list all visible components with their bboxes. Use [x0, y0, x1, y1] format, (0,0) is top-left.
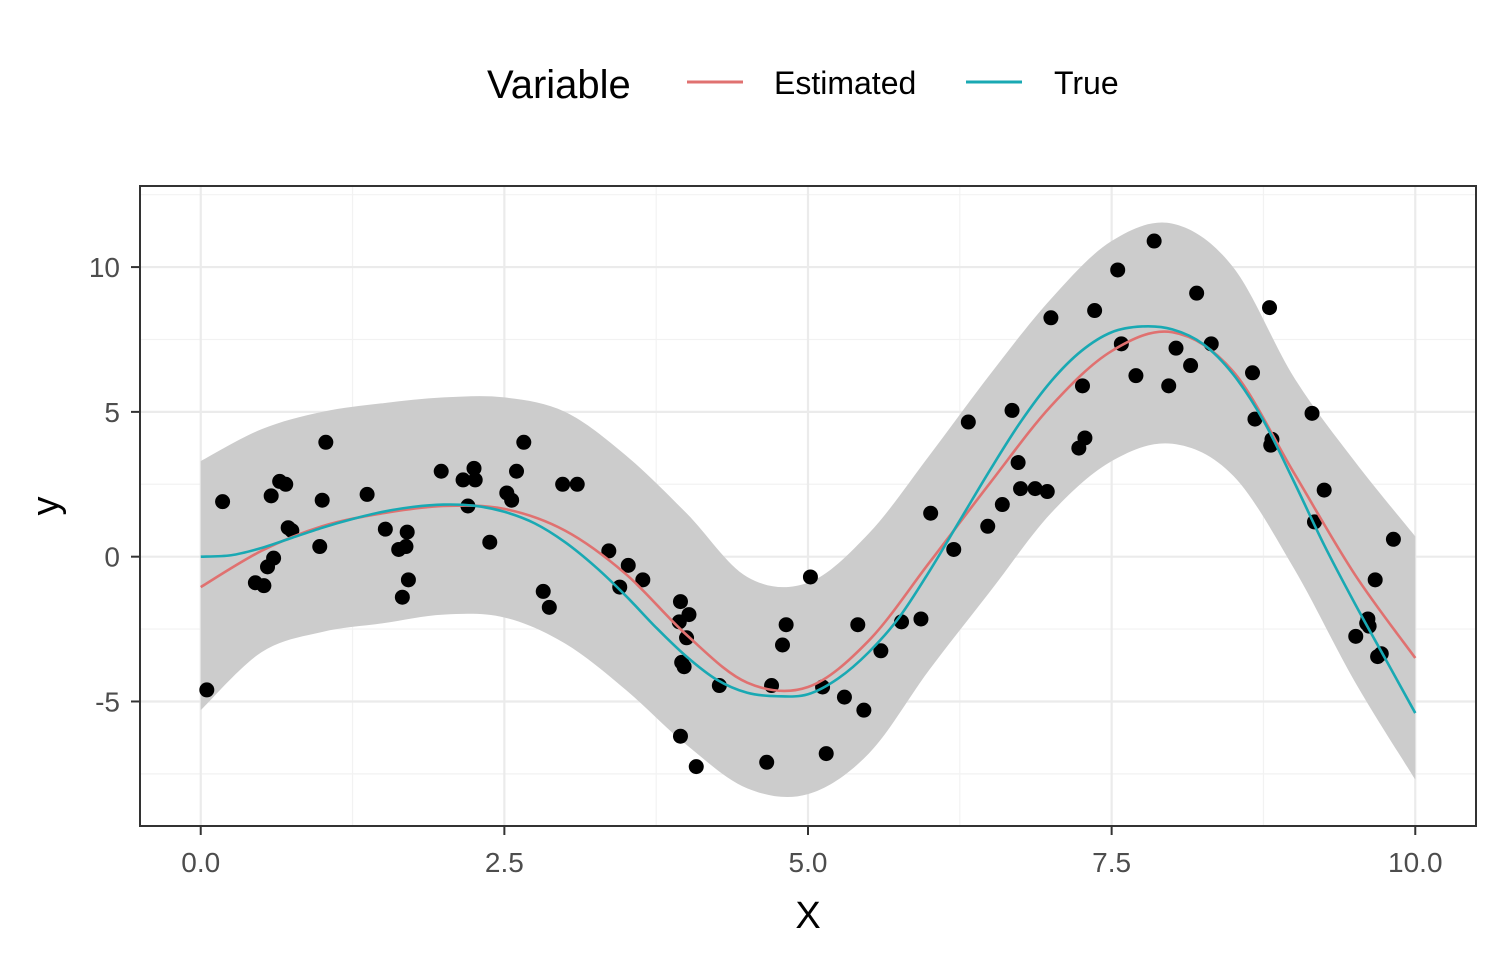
data-point — [318, 434, 334, 450]
data-point — [1039, 484, 1055, 500]
data-point — [1128, 368, 1144, 384]
data-point — [1316, 482, 1332, 498]
data-point — [774, 637, 790, 653]
true-line — [200, 324, 1417, 714]
data-point — [873, 643, 889, 659]
data-point — [1247, 411, 1263, 427]
data-point — [467, 472, 483, 488]
legend-label-true: True — [1054, 65, 1119, 101]
data-point — [759, 754, 775, 770]
data-point — [1110, 262, 1126, 278]
data-point — [516, 434, 532, 450]
data-point — [1004, 402, 1020, 418]
data-point — [1245, 365, 1261, 381]
x-axis-title: X — [795, 895, 820, 937]
y-axis: -5 0 5 10 — [89, 252, 140, 717]
y-tick-label: 5 — [104, 397, 120, 428]
data-point — [681, 607, 697, 623]
x-tick-label: 5.0 — [789, 847, 828, 878]
data-point — [535, 583, 551, 599]
data-point — [1077, 430, 1093, 446]
legend-label-estimated: Estimated — [774, 65, 916, 101]
data-point — [509, 463, 525, 479]
data-point — [778, 617, 794, 633]
data-point — [620, 557, 636, 573]
y-tick-label: -5 — [95, 686, 120, 717]
x-tick-label: 2.5 — [485, 847, 524, 878]
data-point — [960, 414, 976, 430]
data-point — [946, 541, 962, 557]
data-point — [923, 505, 939, 521]
data-point — [394, 589, 410, 605]
data-point — [672, 728, 688, 744]
legend: Variable Estimated True — [487, 63, 1119, 107]
data-point — [980, 518, 996, 534]
x-tick-label: 7.5 — [1092, 847, 1131, 878]
data-point — [1074, 378, 1090, 394]
data-point — [856, 702, 872, 718]
data-point — [913, 611, 929, 627]
x-tick-label: 10.0 — [1388, 847, 1443, 878]
y-axis-title: y — [25, 497, 67, 516]
data-point — [455, 472, 471, 488]
data-point — [1367, 572, 1383, 588]
data-point — [836, 689, 852, 705]
data-point — [433, 463, 449, 479]
data-point — [1262, 300, 1278, 316]
data-point — [679, 630, 695, 646]
data-point — [818, 746, 834, 762]
confidence-band — [200, 222, 1416, 798]
data-points — [199, 233, 1401, 775]
data-point — [398, 539, 414, 555]
data-point — [1385, 531, 1401, 547]
data-point — [359, 486, 375, 502]
data-point — [399, 524, 415, 540]
data-point — [314, 492, 330, 508]
data-point — [635, 572, 651, 588]
plot-panel — [139, 185, 1477, 827]
data-point — [601, 543, 617, 559]
data-point — [850, 617, 866, 633]
data-point — [541, 599, 557, 615]
data-point — [263, 488, 279, 504]
data-point — [1348, 628, 1364, 644]
data-point — [555, 476, 571, 492]
data-point — [1043, 310, 1059, 326]
data-point — [312, 539, 328, 555]
data-point — [802, 569, 818, 585]
data-point — [1027, 481, 1043, 497]
y-tick-label: 0 — [104, 542, 120, 573]
data-point — [199, 682, 215, 698]
data-point — [1304, 405, 1320, 421]
data-point — [504, 492, 520, 508]
x-axis: 0.0 2.5 5.0 7.5 10.0 — [181, 826, 1443, 878]
data-point — [278, 476, 294, 492]
x-tick-label: 0.0 — [181, 847, 220, 878]
data-point — [466, 460, 482, 476]
data-point — [215, 494, 231, 510]
data-point — [1161, 378, 1177, 394]
legend-title: Variable — [487, 63, 631, 107]
data-point — [569, 476, 585, 492]
data-point — [672, 594, 688, 610]
data-point — [1183, 358, 1199, 374]
data-point — [377, 521, 393, 537]
data-point — [1013, 481, 1029, 497]
data-point — [256, 578, 272, 594]
data-point — [482, 534, 498, 550]
data-point — [1146, 233, 1162, 249]
data-point — [1189, 285, 1205, 301]
data-point — [688, 759, 704, 775]
data-point — [1087, 303, 1103, 319]
data-point — [400, 572, 416, 588]
data-point — [266, 550, 282, 566]
data-point — [612, 579, 628, 595]
estimated-line — [200, 330, 1417, 693]
data-point — [994, 497, 1010, 513]
data-point — [1010, 455, 1026, 471]
data-point — [1168, 340, 1184, 356]
data-point — [676, 659, 692, 675]
y-tick-label: 10 — [89, 252, 120, 283]
